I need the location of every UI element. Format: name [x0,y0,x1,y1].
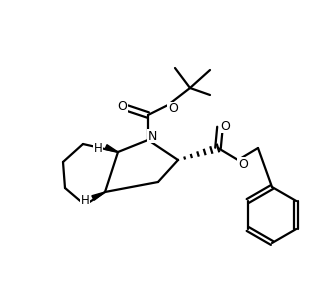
Text: O: O [168,103,178,116]
Text: O: O [238,158,248,170]
Text: H: H [94,142,102,154]
Text: O: O [220,119,230,133]
Polygon shape [92,192,105,200]
Text: O: O [117,100,127,113]
Text: H: H [80,194,89,206]
Polygon shape [105,145,118,152]
Text: N: N [147,130,157,142]
